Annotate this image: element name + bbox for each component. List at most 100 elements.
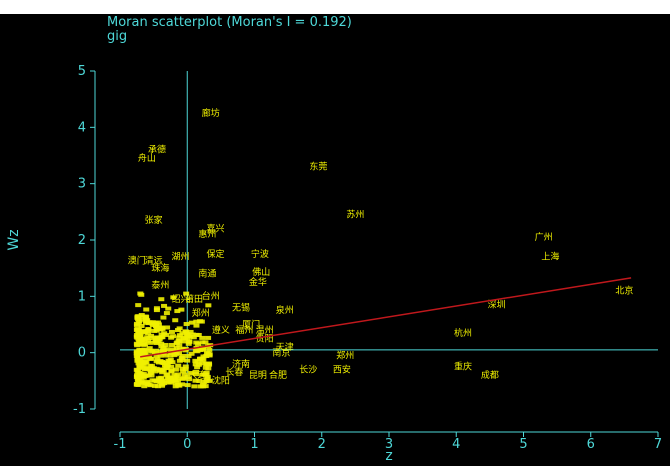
cluster-point xyxy=(179,366,186,371)
cluster-point xyxy=(184,358,191,363)
cluster-point xyxy=(141,341,148,346)
cluster-point xyxy=(141,354,148,359)
point-label: 重庆 xyxy=(454,361,472,373)
cluster-point xyxy=(143,315,150,320)
cluster-point xyxy=(184,383,191,388)
cluster-point xyxy=(200,346,207,351)
cluster-point xyxy=(180,346,187,351)
cluster-point xyxy=(138,380,145,385)
cluster-point xyxy=(150,366,157,371)
point-label: 南通 xyxy=(198,268,216,280)
cluster-point xyxy=(162,342,169,347)
cluster-point xyxy=(181,372,188,377)
cluster-point xyxy=(184,336,191,341)
cluster-point xyxy=(163,363,170,368)
cluster-point xyxy=(138,372,145,377)
cluster-point xyxy=(172,377,179,382)
cluster-point xyxy=(179,331,186,336)
cluster-point xyxy=(151,335,158,340)
cluster-point xyxy=(186,377,193,382)
cluster-point xyxy=(173,345,180,350)
cluster-point xyxy=(194,365,201,370)
cluster-point xyxy=(183,322,190,327)
cluster-point xyxy=(145,338,152,343)
cluster-point xyxy=(200,358,207,363)
cluster-point xyxy=(135,382,142,387)
cluster-point xyxy=(159,335,166,340)
cluster-point xyxy=(164,325,171,330)
point-label: 泉州 xyxy=(276,304,294,316)
point-label: 廊坊 xyxy=(202,107,220,119)
cluster-point xyxy=(141,384,148,389)
point-label: 宁波 xyxy=(251,248,269,260)
cluster-point xyxy=(138,317,145,322)
point-label: 东莞 xyxy=(309,161,327,173)
cluster-point xyxy=(183,329,190,334)
cluster-point xyxy=(161,303,168,308)
cluster-point xyxy=(163,353,170,358)
cluster-point xyxy=(149,378,156,383)
cluster-point xyxy=(176,326,183,331)
cluster-point xyxy=(199,335,206,340)
cluster-point xyxy=(171,353,178,358)
point-label: 广州 xyxy=(535,231,553,243)
cluster-point xyxy=(199,361,206,366)
point-label: 无锡 xyxy=(232,302,250,313)
cluster-point xyxy=(204,376,211,381)
cluster-point xyxy=(158,332,165,337)
cluster-point xyxy=(142,350,149,355)
cluster-point xyxy=(162,378,169,383)
point-label: 台州 xyxy=(202,290,220,302)
point-label: 上海 xyxy=(541,251,559,263)
x-tick-label: 1 xyxy=(250,437,258,452)
cluster-point xyxy=(193,319,200,324)
cluster-point xyxy=(136,331,143,336)
point-label: 清远 xyxy=(145,255,163,267)
y-axis-title: Wz xyxy=(6,229,22,250)
cluster-point xyxy=(193,323,200,328)
y-tick-label: 0 xyxy=(78,346,86,361)
point-label: 佛山 xyxy=(252,266,270,278)
cluster-point xyxy=(188,320,195,325)
cluster-point xyxy=(205,335,212,340)
cluster-point xyxy=(159,379,166,384)
point-label: 西安 xyxy=(333,363,351,375)
cluster-point xyxy=(159,348,166,353)
x-tick-label: -1 xyxy=(114,437,127,452)
point-label: 福州 xyxy=(235,324,253,336)
chart-subtitle: gig xyxy=(107,29,128,44)
point-label: 郑州 xyxy=(192,307,210,319)
point-label: 珠海 xyxy=(151,262,169,274)
cluster-point xyxy=(151,383,158,388)
cluster-point xyxy=(174,372,181,377)
cluster-point xyxy=(168,343,175,348)
cluster-point xyxy=(148,333,155,338)
point-label: 张家 xyxy=(145,214,163,226)
cluster-point xyxy=(172,318,179,323)
cluster-point xyxy=(193,369,200,374)
cluster-point xyxy=(197,347,204,352)
cluster-point xyxy=(168,364,175,369)
regression-fit-line xyxy=(140,277,632,358)
cluster-point xyxy=(170,295,177,300)
cluster-point xyxy=(176,335,183,340)
cluster-point xyxy=(187,329,194,334)
cluster-point xyxy=(149,349,156,354)
cluster-point xyxy=(176,347,183,352)
cluster-point xyxy=(160,345,167,350)
point-label: 深圳 xyxy=(488,300,506,311)
cluster-point xyxy=(180,376,187,381)
cluster-point xyxy=(192,372,199,377)
cluster-point xyxy=(135,303,142,308)
cluster-point xyxy=(159,360,166,365)
cluster-point xyxy=(143,318,150,323)
point-label: 苏州 xyxy=(346,208,364,220)
point-label: 郑州 xyxy=(336,349,354,361)
cluster-point xyxy=(166,359,173,364)
point-label: 北京 xyxy=(615,285,633,297)
y-tick-label: 3 xyxy=(78,177,86,192)
x-tick-label: 4 xyxy=(452,437,460,452)
cluster-point xyxy=(183,291,190,296)
cluster-point xyxy=(134,314,141,319)
